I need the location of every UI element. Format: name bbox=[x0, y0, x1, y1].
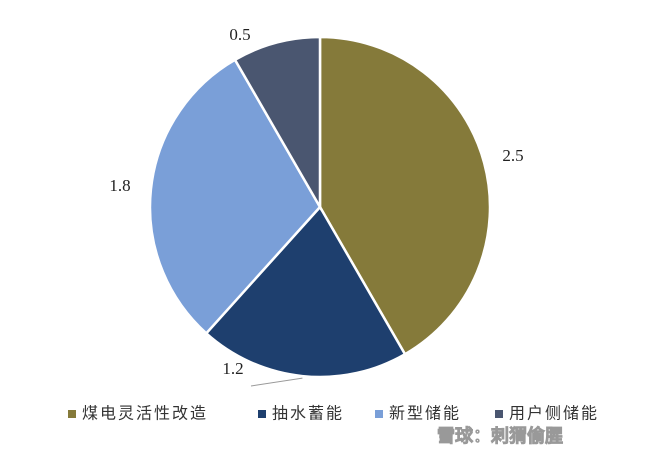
legend-swatch bbox=[495, 410, 503, 418]
pie-slice bbox=[204, 204, 407, 379]
legend-label: 抽水蓄能 bbox=[272, 404, 344, 423]
legend-label: 新型储能 bbox=[389, 404, 461, 423]
data-label: 0.5 bbox=[229, 25, 250, 44]
pie-slice bbox=[318, 35, 492, 356]
watermark: 雪球：刺猬偷腥 bbox=[437, 425, 563, 447]
pie-slice bbox=[148, 58, 322, 336]
leader-line bbox=[250, 377, 303, 387]
legend-swatch bbox=[258, 410, 266, 418]
data-label: 1.2 bbox=[222, 359, 243, 378]
legend-swatch bbox=[375, 410, 383, 418]
data-label: 1.8 bbox=[109, 176, 130, 195]
legend-swatch bbox=[68, 410, 76, 418]
data-label: 2.5 bbox=[502, 146, 523, 165]
legend-label: 用户侧储能 bbox=[509, 404, 599, 423]
pie-slice bbox=[233, 35, 322, 212]
legend-label: 煤电灵活性改造 bbox=[82, 404, 208, 423]
